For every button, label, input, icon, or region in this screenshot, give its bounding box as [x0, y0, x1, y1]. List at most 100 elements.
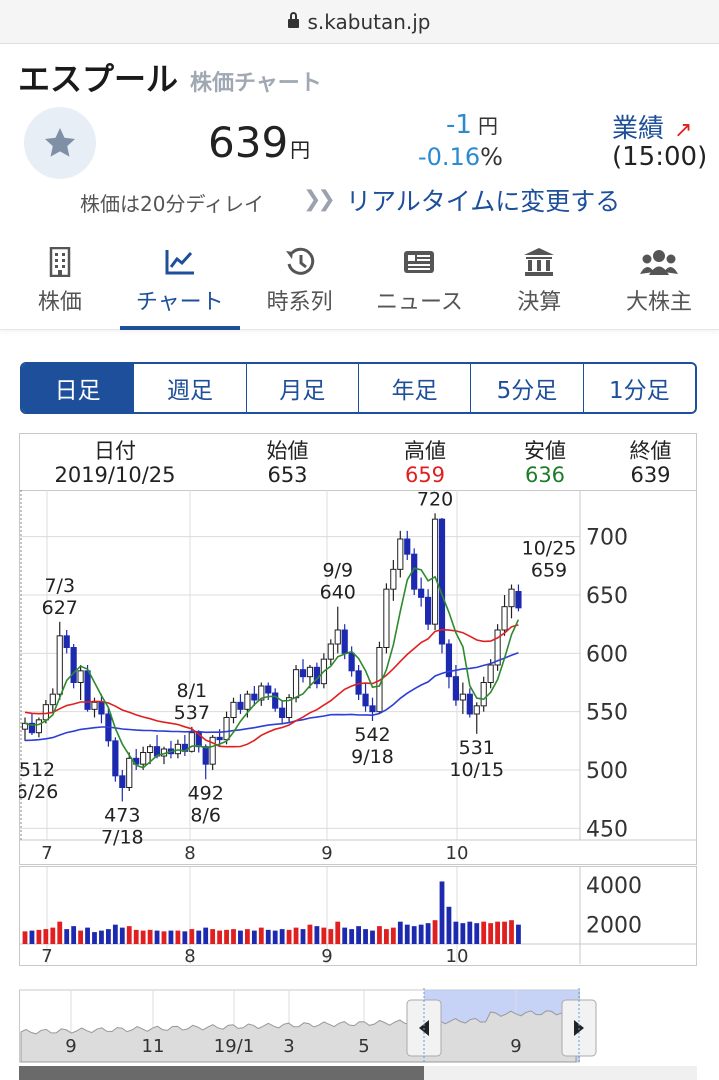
volume-bar: [342, 927, 348, 944]
volume-pane: [19, 866, 697, 966]
candle-body: [230, 701, 237, 718]
ohlc-close: 終値 639: [605, 434, 696, 491]
scrollbar-thumb[interactable]: [19, 1066, 424, 1080]
volume-bar: [106, 929, 111, 944]
change-unit: 円: [477, 114, 498, 138]
tab-shareholders-label: 大株主: [626, 290, 693, 315]
candle-body: [77, 670, 84, 683]
annotation-value: 659: [531, 560, 567, 582]
candle-body: [341, 629, 348, 654]
volume-bar: [126, 926, 132, 944]
volume-bar: [238, 930, 243, 944]
candle-body: [84, 670, 91, 710]
candle-body: [425, 596, 432, 625]
annotation-date: 7/18: [101, 827, 144, 849]
navigator-label: 5: [358, 1036, 369, 1057]
period-5min[interactable]: 5分足: [470, 364, 583, 412]
period-weekly[interactable]: 週足: [133, 364, 246, 412]
annotation-value: 531: [459, 737, 495, 759]
period-monthly[interactable]: 月足: [245, 364, 358, 412]
annotation-date: 9/18: [351, 746, 394, 768]
candle-body: [404, 538, 411, 555]
results-link[interactable]: 業績 ↗: [612, 108, 692, 145]
volume-bar: [502, 921, 507, 944]
annotation-value: 720: [417, 490, 453, 510]
candle-body: [487, 664, 494, 683]
candle-body: [35, 719, 42, 734]
address-bar[interactable]: s.kabutan.jp: [0, 0, 719, 44]
tab-price[interactable]: 株価: [0, 236, 120, 329]
volume-bar: [161, 931, 167, 944]
volume-bar: [307, 924, 313, 944]
tab-chart[interactable]: チャート: [119, 236, 240, 330]
favorite-button[interactable]: [24, 107, 96, 179]
volume-bar: [217, 930, 222, 944]
volume-bar: [29, 930, 35, 944]
period-yearly[interactable]: 年足: [357, 364, 471, 412]
period-daily[interactable]: 日足: [22, 364, 134, 412]
url-text: s.kabutan.jp: [307, 9, 431, 34]
candle-body: [147, 746, 154, 753]
candle-body: [119, 775, 126, 789]
tab-history-label: 時系列: [266, 290, 333, 315]
volume-bar: [147, 929, 153, 944]
x-month-label: 8: [184, 843, 195, 864]
tab-history[interactable]: 時系列: [240, 236, 360, 329]
close-value: 639: [630, 462, 671, 487]
ma-mid-line: [24, 624, 519, 748]
volume-bar: [509, 920, 514, 944]
volume-bar: [85, 927, 90, 944]
navigator-label: 19/1: [214, 1036, 254, 1057]
x-month-label: 10: [446, 843, 469, 864]
volume-bar: [258, 927, 264, 944]
trend-up-icon: ↗: [674, 118, 693, 143]
vol-x-month-label: 9: [321, 946, 332, 967]
price-value: 639: [208, 118, 289, 167]
candle-body: [362, 693, 369, 707]
change-value: -1: [446, 110, 472, 140]
vol-x-month-label: 10: [446, 946, 469, 967]
users-icon: [640, 250, 679, 275]
volume-tick-label: 2000: [586, 913, 642, 938]
volume-bar: [356, 926, 361, 944]
y-tick-label: 700: [586, 526, 628, 551]
candle-body: [28, 722, 36, 734]
candle-body: [418, 588, 425, 598]
volume-bar: [363, 929, 368, 944]
tab-shareholders[interactable]: 大株主: [599, 236, 719, 329]
candle-body: [445, 643, 453, 678]
annotation-value: 537: [174, 702, 210, 724]
navigator-label: 3: [283, 1036, 294, 1057]
realtime-link[interactable]: リアルタイムに変更する: [346, 187, 621, 216]
volume-bar: [404, 924, 410, 944]
quote-time: (15:00): [612, 142, 708, 172]
candle-body: [452, 676, 459, 701]
candle-body: [480, 682, 487, 707]
volume-bar: [314, 926, 320, 944]
volume-bar: [231, 929, 236, 944]
candle-body: [327, 643, 334, 660]
tab-earnings[interactable]: 決算: [479, 236, 599, 329]
candle-body: [244, 693, 251, 710]
volume-bar: [272, 930, 278, 944]
candle-body: [188, 732, 195, 752]
volume-bar: [321, 927, 327, 944]
tab-price-label: 株価: [37, 290, 82, 315]
period-1min[interactable]: 1分足: [582, 364, 695, 412]
close-label: 終値: [629, 438, 672, 463]
volume-bar: [203, 927, 209, 944]
volume-bar: [286, 929, 292, 944]
volume-bar: [119, 927, 125, 944]
tab-news[interactable]: ニュース: [359, 236, 479, 329]
volume-bar: [175, 930, 181, 944]
volume-bar: [495, 921, 500, 944]
navigator-label: 9: [65, 1036, 76, 1057]
volume-bar: [224, 929, 229, 944]
volume-bar: [36, 929, 42, 944]
lock-icon: [288, 12, 300, 28]
volume-bar: [57, 921, 63, 944]
low-label: 安値: [524, 438, 566, 463]
candle-body: [299, 669, 307, 678]
chart-icon: [165, 250, 194, 275]
